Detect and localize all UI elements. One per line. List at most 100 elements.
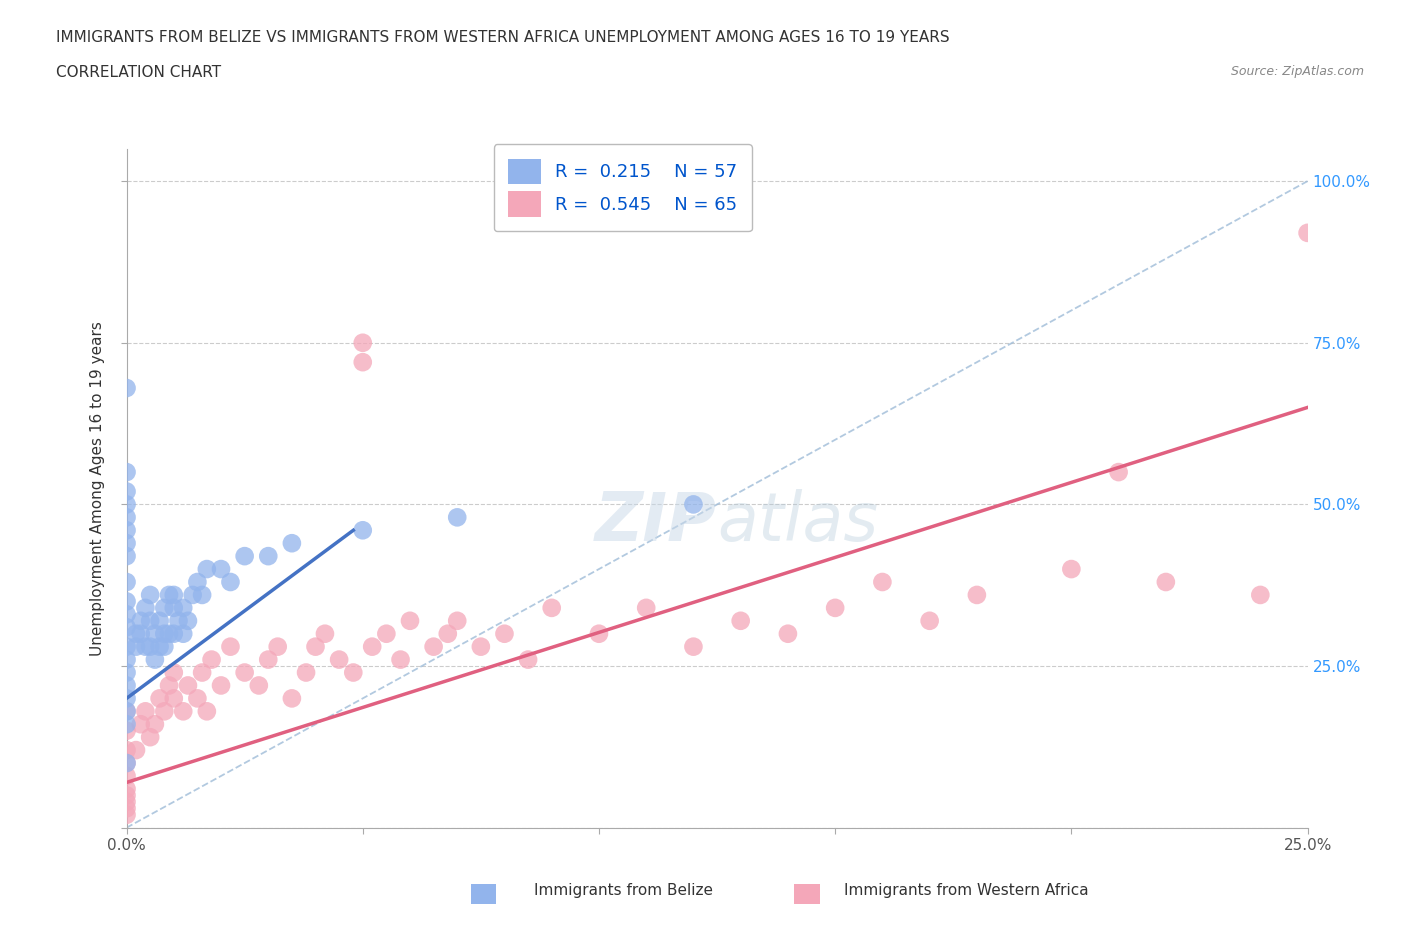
Point bbox=[134, 601, 156, 616]
Point bbox=[361, 639, 384, 654]
Point bbox=[115, 380, 138, 395]
Point bbox=[304, 639, 326, 654]
Point bbox=[134, 639, 156, 654]
Point bbox=[167, 614, 190, 629]
Point bbox=[209, 562, 232, 577]
Point bbox=[163, 691, 186, 706]
Point bbox=[422, 639, 444, 654]
Point bbox=[267, 639, 290, 654]
Y-axis label: Unemployment Among Ages 16 to 19 years: Unemployment Among Ages 16 to 19 years bbox=[90, 321, 105, 656]
Point bbox=[281, 536, 304, 551]
Point bbox=[115, 691, 138, 706]
Point bbox=[143, 717, 166, 732]
Point bbox=[186, 691, 208, 706]
Point bbox=[157, 626, 180, 641]
Point bbox=[682, 639, 704, 654]
Point bbox=[115, 781, 138, 796]
Point bbox=[125, 639, 148, 654]
Point bbox=[115, 801, 138, 816]
Point bbox=[389, 652, 412, 667]
Point bbox=[295, 665, 318, 680]
Point bbox=[115, 717, 138, 732]
Point bbox=[163, 665, 186, 680]
Point bbox=[636, 601, 658, 616]
Point bbox=[446, 614, 468, 629]
Point bbox=[115, 704, 138, 719]
Point bbox=[157, 678, 180, 693]
Point bbox=[139, 730, 162, 745]
Text: CORRELATION CHART: CORRELATION CHART bbox=[56, 65, 221, 80]
Point bbox=[134, 704, 156, 719]
Point bbox=[181, 588, 204, 603]
Point bbox=[191, 665, 214, 680]
Point bbox=[172, 704, 194, 719]
Point bbox=[1060, 562, 1083, 577]
Point bbox=[115, 639, 138, 654]
Point bbox=[115, 755, 138, 770]
Point bbox=[824, 601, 846, 616]
Point bbox=[1108, 465, 1130, 480]
Point bbox=[342, 665, 364, 680]
Point bbox=[115, 549, 138, 564]
Point bbox=[115, 807, 138, 822]
Point bbox=[233, 665, 256, 680]
Point bbox=[125, 626, 148, 641]
Point bbox=[115, 755, 138, 770]
Point bbox=[588, 626, 610, 641]
Point bbox=[186, 575, 208, 590]
Point bbox=[195, 562, 218, 577]
Point bbox=[143, 652, 166, 667]
Text: IMMIGRANTS FROM BELIZE VS IMMIGRANTS FROM WESTERN AFRICA UNEMPLOYMENT AMONG AGES: IMMIGRANTS FROM BELIZE VS IMMIGRANTS FRO… bbox=[56, 30, 950, 45]
Point bbox=[1249, 588, 1271, 603]
Point bbox=[191, 588, 214, 603]
Point bbox=[177, 678, 200, 693]
Point bbox=[247, 678, 270, 693]
Point bbox=[115, 678, 138, 693]
Point bbox=[177, 614, 200, 629]
Point bbox=[115, 594, 138, 609]
Point bbox=[517, 652, 540, 667]
Point bbox=[149, 691, 172, 706]
Point bbox=[149, 614, 172, 629]
Text: Immigrants from Belize: Immigrants from Belize bbox=[534, 884, 713, 898]
Point bbox=[129, 717, 152, 732]
Point bbox=[115, 768, 138, 783]
Point bbox=[115, 652, 138, 667]
Point bbox=[115, 523, 138, 538]
Point bbox=[352, 336, 374, 351]
Point bbox=[375, 626, 398, 641]
Point bbox=[115, 794, 138, 809]
Point bbox=[163, 626, 186, 641]
Point bbox=[115, 619, 138, 634]
Point bbox=[143, 626, 166, 641]
Point bbox=[872, 575, 894, 590]
Point bbox=[399, 614, 422, 629]
Point bbox=[966, 588, 988, 603]
Point bbox=[1296, 225, 1319, 240]
Point bbox=[149, 639, 172, 654]
Point bbox=[172, 626, 194, 641]
Point bbox=[115, 788, 138, 803]
Point bbox=[115, 575, 138, 590]
Point bbox=[163, 588, 186, 603]
Point bbox=[115, 607, 138, 622]
Point bbox=[281, 691, 304, 706]
Point bbox=[115, 497, 138, 512]
Point bbox=[115, 465, 138, 480]
Point bbox=[153, 704, 176, 719]
Text: atlas: atlas bbox=[717, 489, 879, 555]
Point bbox=[115, 724, 138, 738]
Point bbox=[328, 652, 350, 667]
Text: Source: ZipAtlas.com: Source: ZipAtlas.com bbox=[1230, 65, 1364, 78]
Point bbox=[139, 614, 162, 629]
Point bbox=[257, 652, 280, 667]
Point bbox=[494, 626, 516, 641]
Point bbox=[200, 652, 222, 667]
Point bbox=[153, 601, 176, 616]
Point bbox=[115, 484, 138, 498]
Point bbox=[115, 510, 138, 525]
Point bbox=[153, 626, 176, 641]
Point bbox=[195, 704, 218, 719]
Point bbox=[115, 743, 138, 758]
Point bbox=[125, 743, 148, 758]
